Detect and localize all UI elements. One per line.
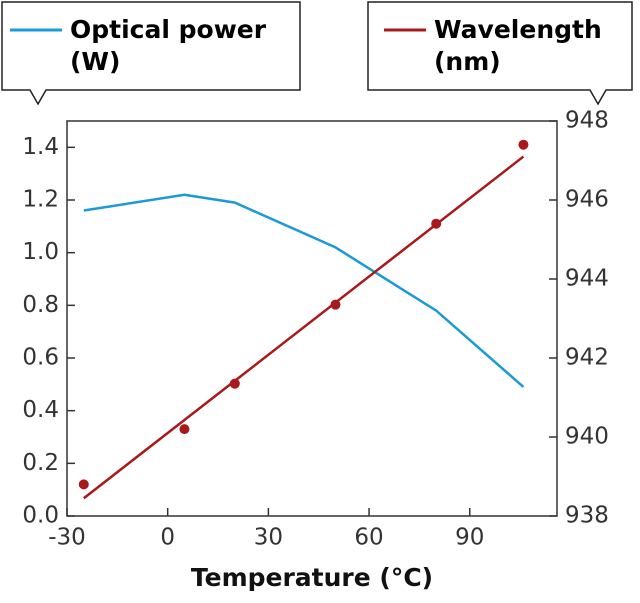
data-point xyxy=(518,139,529,150)
y-tick-label: 1.2 xyxy=(22,187,59,213)
y2-tick-label: 938 xyxy=(565,503,609,529)
x-axis-label: Temperature (°C) xyxy=(191,563,433,592)
data-point xyxy=(431,218,442,229)
y-tick-label: 1.4 xyxy=(22,134,59,160)
x-tick-label: 60 xyxy=(354,525,383,551)
y2-tick-label: 946 xyxy=(565,187,609,213)
y-tick-label: 1.0 xyxy=(22,239,59,265)
data-point xyxy=(78,479,89,490)
legend-label: Optical power (W) xyxy=(70,15,267,76)
legend-box xyxy=(367,1,633,106)
data-point xyxy=(330,299,341,310)
x-tick-label: 90 xyxy=(455,525,484,551)
y-tick-label: 0.2 xyxy=(22,450,59,476)
plot-frame xyxy=(66,120,558,517)
y2-tick-label: 940 xyxy=(565,424,609,450)
y-tick-label: 0.8 xyxy=(22,292,59,318)
data-line xyxy=(83,155,525,500)
y2-tick-label: 948 xyxy=(565,108,609,134)
legend-box xyxy=(1,1,301,106)
x-tick-label: -30 xyxy=(48,525,86,551)
y2-tick-label: 942 xyxy=(565,345,609,371)
x-tick-label: 0 xyxy=(160,525,175,551)
data-point xyxy=(179,424,190,435)
legend-label: Wavelength (nm) xyxy=(434,15,602,76)
data-line xyxy=(83,193,525,388)
x-tick-label: 30 xyxy=(254,525,283,551)
data-point xyxy=(229,378,240,389)
y-tick-label: 0.6 xyxy=(22,345,59,371)
y-tick-label: 0.4 xyxy=(22,397,59,423)
y2-tick-label: 944 xyxy=(565,266,609,292)
y-tick-label: 0.0 xyxy=(22,503,59,529)
